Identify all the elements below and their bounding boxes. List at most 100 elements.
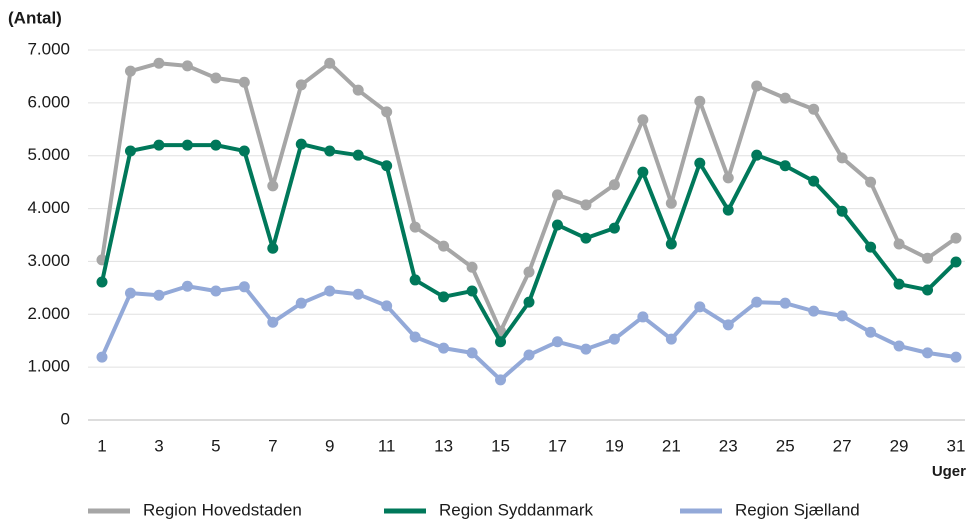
y-tick-label: 0 (61, 409, 70, 428)
y-tick-label: 7.000 (27, 39, 70, 58)
x-tick-label: 25 (776, 436, 795, 455)
data-point (124, 65, 136, 77)
data-point (352, 84, 364, 96)
x-tick-label: 23 (719, 436, 738, 455)
data-point (466, 285, 478, 297)
data-point (181, 60, 193, 72)
data-point (694, 95, 706, 107)
data-point (665, 333, 677, 345)
data-point (580, 232, 592, 244)
x-tick-label: 17 (548, 436, 567, 455)
data-point (950, 351, 962, 363)
legend-label: Region Sjælland (735, 500, 860, 519)
x-tick-label: 11 (378, 436, 396, 455)
data-point (153, 289, 165, 301)
data-point (950, 256, 962, 268)
data-point (409, 221, 421, 233)
data-point (608, 179, 620, 191)
data-point (523, 266, 535, 278)
data-point (438, 342, 450, 354)
data-point (694, 157, 706, 169)
data-point (409, 274, 421, 286)
data-point (523, 296, 535, 308)
data-point (779, 92, 791, 104)
data-point (694, 301, 706, 313)
data-point (153, 57, 165, 69)
x-tick-label: 7 (268, 436, 277, 455)
data-point (665, 197, 677, 209)
data-point (722, 319, 734, 331)
data-point (495, 374, 507, 386)
data-point (210, 72, 222, 84)
data-point (409, 331, 421, 343)
x-tick-label: 3 (154, 436, 163, 455)
data-point (608, 333, 620, 345)
data-point (808, 175, 820, 187)
data-point (551, 189, 563, 201)
x-tick-label: 1 (97, 436, 106, 455)
data-point (495, 336, 507, 348)
data-point (665, 238, 677, 250)
data-point (181, 139, 193, 151)
data-point (836, 310, 848, 322)
data-point (267, 316, 279, 328)
data-point (466, 347, 478, 359)
data-point (808, 103, 820, 115)
data-point (836, 205, 848, 217)
data-point (96, 351, 108, 363)
data-point (637, 114, 649, 126)
data-point (893, 340, 905, 352)
data-point (751, 296, 763, 308)
y-axis-label: (Antal) (8, 8, 62, 27)
data-point (295, 138, 307, 150)
data-point (580, 343, 592, 355)
data-point (295, 297, 307, 309)
y-tick-label: 5.000 (27, 145, 70, 164)
x-tick-label: 5 (211, 436, 220, 455)
x-tick-label: 31 (947, 436, 966, 455)
data-point (295, 79, 307, 91)
legend-label: Region Hovedstaden (143, 500, 302, 519)
data-point (324, 57, 336, 69)
data-point (779, 297, 791, 309)
data-point (210, 285, 222, 297)
data-point (438, 291, 450, 303)
y-tick-label: 3.000 (27, 251, 70, 270)
data-point (836, 152, 848, 164)
data-point (324, 145, 336, 157)
data-point (352, 288, 364, 300)
data-point (893, 238, 905, 250)
data-point (551, 219, 563, 231)
data-point (808, 305, 820, 317)
data-point (865, 176, 877, 188)
data-point (551, 336, 563, 348)
legend-label: Region Syddanmark (439, 500, 594, 519)
data-point (238, 76, 250, 88)
x-tick-label: 9 (325, 436, 334, 455)
data-point (267, 180, 279, 192)
data-point (238, 281, 250, 293)
data-point (381, 300, 393, 312)
data-point (922, 252, 934, 264)
data-point (950, 232, 962, 244)
data-point (893, 278, 905, 290)
data-point (352, 149, 364, 161)
x-tick-label: 29 (890, 436, 909, 455)
data-point (523, 349, 535, 361)
data-point (637, 311, 649, 323)
data-point (722, 204, 734, 216)
data-point (96, 276, 108, 288)
data-point (210, 139, 222, 151)
x-tick-label: 15 (491, 436, 510, 455)
data-point (381, 160, 393, 172)
x-axis-label: Uger (932, 463, 966, 480)
data-point (865, 241, 877, 253)
y-tick-label: 6.000 (27, 92, 70, 111)
data-point (751, 80, 763, 92)
data-point (751, 149, 763, 161)
x-tick-label: 21 (662, 436, 681, 455)
data-point (238, 145, 250, 157)
data-point (324, 285, 336, 297)
data-point (608, 222, 620, 234)
x-tick-label: 27 (833, 436, 852, 455)
